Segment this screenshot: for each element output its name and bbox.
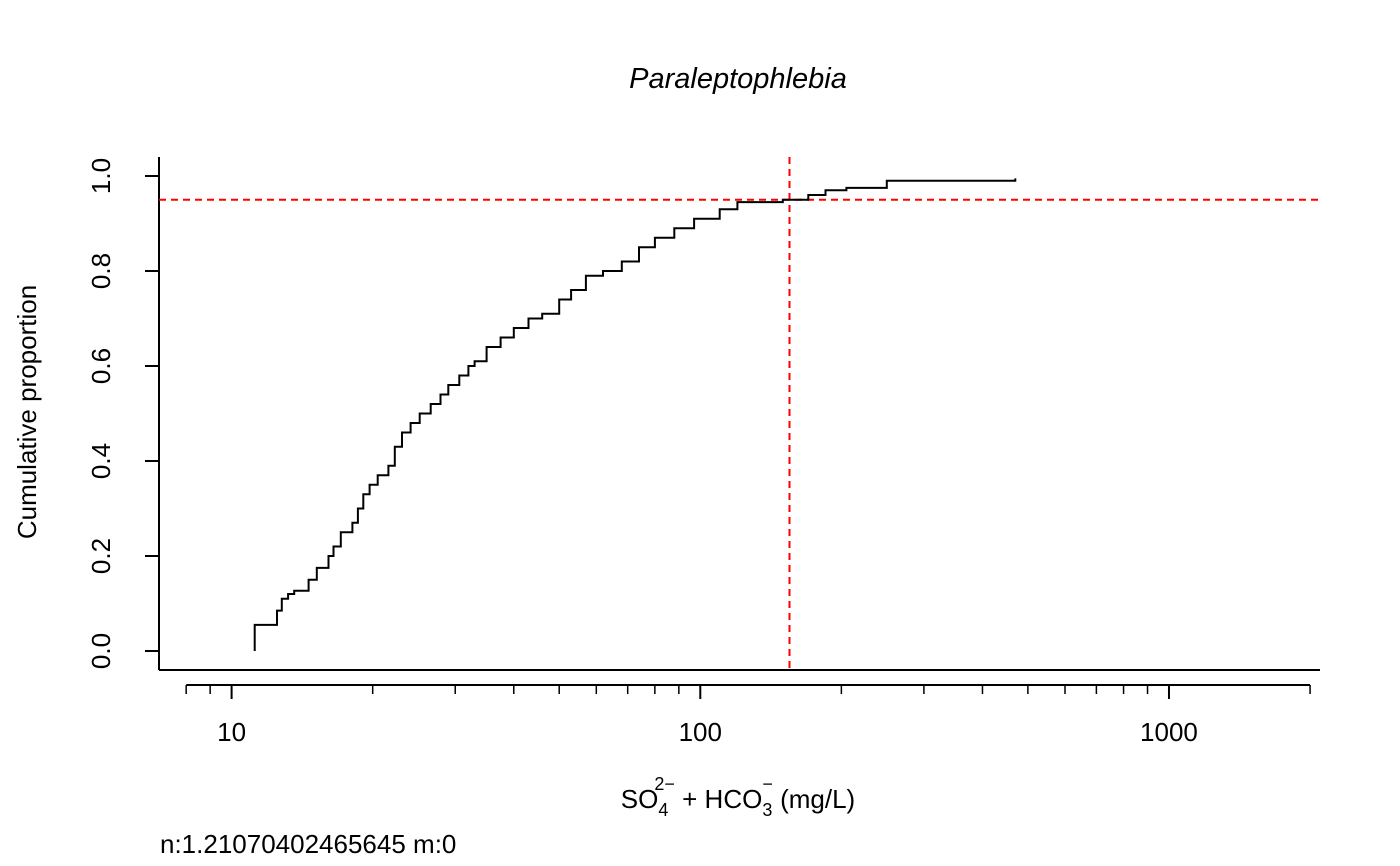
x-tick-label: 10: [217, 717, 246, 747]
sample-annotation: n:1.21070402465645 m:0: [160, 829, 456, 859]
reference-lines: [159, 157, 1320, 670]
plot-axes: 0.0 0.2 0.4 0.6 0.8 1.0 10 100 1000: [86, 157, 1320, 747]
y-tick-label: 0.0: [86, 633, 116, 669]
y-axis-title: Cumulative proportion: [12, 285, 42, 539]
x-axis-title: SO4 2− + HCO3 − (mg/L): [621, 774, 855, 820]
x-title-sup: −: [762, 774, 773, 794]
y-tick-label: 0.6: [86, 348, 116, 384]
x-title-part: SO: [621, 784, 659, 814]
y-tick-label: 0.4: [86, 443, 116, 479]
x-title-sub: 3: [762, 800, 772, 820]
x-title-sup: 2−: [654, 774, 675, 794]
x-title-sub: 4: [658, 800, 668, 820]
x-title-part: + HCO: [675, 784, 762, 814]
y-tick-label: 0.8: [86, 253, 116, 289]
y-tick-label: 0.2: [86, 538, 116, 574]
chart-title: Paraleptophlebia: [629, 63, 847, 95]
x-title-part: (mg/L): [773, 784, 855, 814]
x-tick-label: 100: [679, 717, 722, 747]
ecdf-line: [253, 178, 1017, 651]
x-tick-label: 1000: [1140, 717, 1198, 747]
y-tick-label: 1.0: [86, 158, 116, 194]
